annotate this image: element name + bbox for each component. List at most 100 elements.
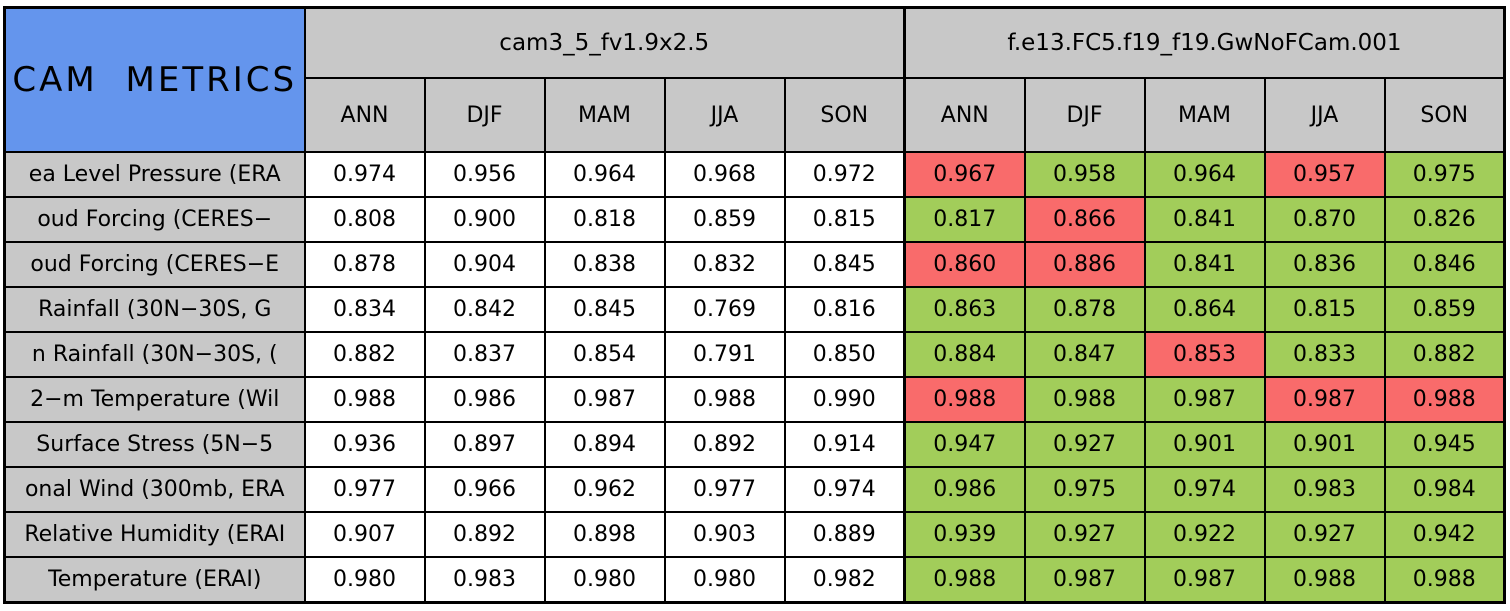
table-row: Temperature (ERAI) 0.980 0.983 0.980 0.9… [3,556,1506,603]
season-header: SON [1383,77,1506,153]
metric-value: 0.900 [423,196,546,243]
metric-value: 0.988 [1023,376,1146,423]
metric-value: 0.817 [903,196,1026,243]
metric-value: 0.837 [423,331,546,378]
metric-value: 0.987 [1023,556,1146,603]
metric-value: 0.860 [903,241,1026,288]
metric-value: 0.850 [783,331,906,378]
metric-value: 0.866 [1023,196,1146,243]
metric-value: 0.966 [423,466,546,513]
metric-value: 0.864 [1143,286,1266,333]
season-header: SON [783,77,906,153]
table-row: onal Wind (300mb, ERA 0.977 0.966 0.962 … [3,466,1506,513]
metric-value: 0.846 [1383,241,1506,288]
metric-value: 0.901 [1143,421,1266,468]
metric-value: 0.833 [1263,331,1386,378]
row-label: Surface Stress (5N−5 [3,421,306,468]
metric-value: 0.964 [1143,151,1266,198]
metric-value: 0.990 [783,376,906,423]
table-row: oud Forcing (CERES− 0.808 0.900 0.818 0.… [3,196,1506,243]
metric-value: 0.816 [783,286,906,333]
season-header: ANN [903,77,1026,153]
metric-value: 0.897 [423,421,546,468]
season-header: JJA [1263,77,1386,153]
metric-value: 0.977 [663,466,786,513]
metric-value: 0.927 [1023,421,1146,468]
metric-value: 0.964 [543,151,666,198]
metric-value: 0.947 [903,421,1026,468]
metric-value: 0.863 [903,286,1026,333]
metric-value: 0.987 [1143,556,1266,603]
metric-value: 0.903 [663,511,786,558]
metric-value: 0.958 [1023,151,1146,198]
metric-value: 0.808 [303,196,426,243]
row-label: onal Wind (300mb, ERA [3,466,306,513]
metric-value: 0.907 [303,511,426,558]
metric-value: 0.878 [303,241,426,288]
metric-value: 0.815 [783,196,906,243]
season-header: ANN [303,77,426,153]
metric-value: 0.983 [423,556,546,603]
metric-value: 0.914 [783,421,906,468]
metric-value: 0.942 [1383,511,1506,558]
metric-value: 0.898 [543,511,666,558]
metric-value: 0.984 [1383,466,1506,513]
table-row: Surface Stress (5N−5 0.936 0.897 0.894 0… [3,421,1506,468]
table-row: oud Forcing (CERES−E 0.878 0.904 0.838 0… [3,241,1506,288]
season-header: DJF [1023,77,1146,153]
metric-value: 0.889 [783,511,906,558]
metric-value: 0.853 [1143,331,1266,378]
table-title: CAM METRICS [3,6,306,153]
metric-value: 0.886 [1023,241,1146,288]
metric-value: 0.956 [423,151,546,198]
season-header: MAM [1143,77,1266,153]
metric-value: 0.977 [303,466,426,513]
metric-value: 0.859 [663,196,786,243]
cam-metrics-table: CAM METRICS cam3_5_fv1.9x2.5 f.e13.FC5.f… [3,6,1506,604]
metric-value: 0.988 [663,376,786,423]
model-header-cam3-5: cam3_5_fv1.9x2.5 [303,6,906,79]
season-header: MAM [543,77,666,153]
table-row: n Rainfall (30N−30S, ( 0.882 0.837 0.854… [3,331,1506,378]
table-row: Relative Humidity (ERAI 0.907 0.892 0.89… [3,511,1506,558]
metric-value: 0.845 [783,241,906,288]
metric-value: 0.987 [543,376,666,423]
metric-value: 0.834 [303,286,426,333]
metric-value: 0.927 [1263,511,1386,558]
metric-value: 0.847 [1023,331,1146,378]
metric-value: 0.980 [543,556,666,603]
metric-value: 0.884 [903,331,1026,378]
metric-value: 0.986 [423,376,546,423]
metric-value: 0.854 [543,331,666,378]
metric-value: 0.922 [1143,511,1266,558]
metric-value: 0.826 [1383,196,1506,243]
season-header: DJF [423,77,546,153]
metric-value: 0.988 [903,376,1026,423]
metric-value: 0.983 [1263,466,1386,513]
metric-value: 0.975 [1383,151,1506,198]
metric-value: 0.841 [1143,241,1266,288]
metric-value: 0.878 [1023,286,1146,333]
metric-value: 0.975 [1023,466,1146,513]
metric-value: 0.791 [663,331,786,378]
metric-value: 0.986 [903,466,1026,513]
table-row: Rainfall (30N−30S, G 0.834 0.842 0.845 0… [3,286,1506,333]
metric-value: 0.892 [663,421,786,468]
metric-value: 0.882 [1383,331,1506,378]
metric-value: 0.859 [1383,286,1506,333]
metric-value: 0.962 [543,466,666,513]
metric-value: 0.968 [663,151,786,198]
metric-value: 0.842 [423,286,546,333]
metric-value: 0.967 [903,151,1026,198]
row-label: Temperature (ERAI) [3,556,306,603]
metric-value: 0.974 [783,466,906,513]
row-label: Rainfall (30N−30S, G [3,286,306,333]
metric-value: 0.836 [1263,241,1386,288]
metric-value: 0.818 [543,196,666,243]
metric-value: 0.838 [543,241,666,288]
metric-value: 0.894 [543,421,666,468]
metric-value: 0.945 [1383,421,1506,468]
row-label: n Rainfall (30N−30S, ( [3,331,306,378]
model-header-gwnofcam: f.e13.FC5.f19_f19.GwNoFCam.001 [903,6,1506,79]
metric-value: 0.957 [1263,151,1386,198]
